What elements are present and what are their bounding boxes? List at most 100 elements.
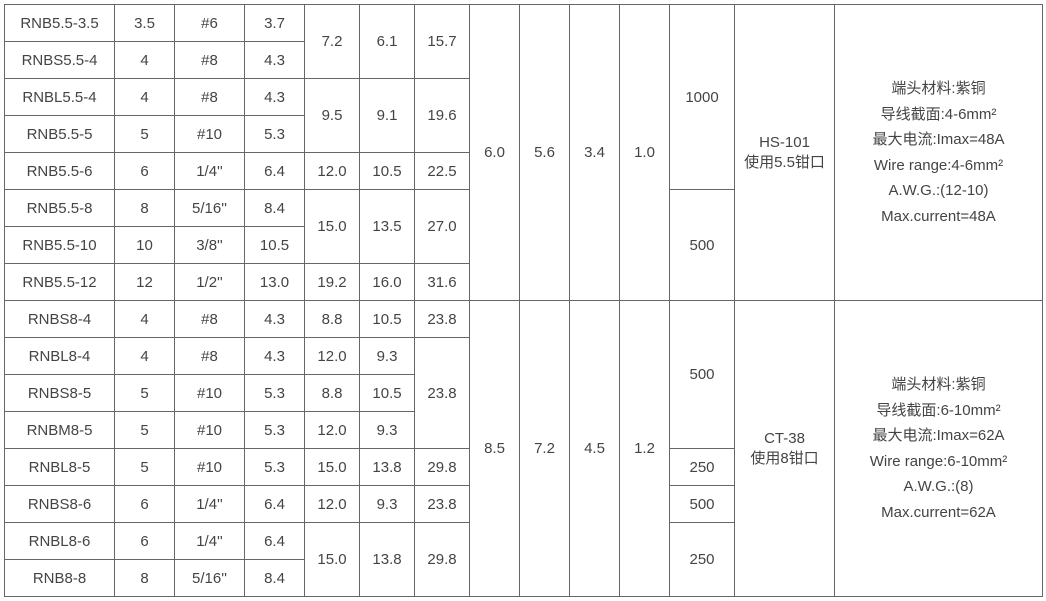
cell: 8.4 [245, 560, 305, 597]
cell: 4.3 [245, 42, 305, 79]
cell: 8.8 [305, 301, 360, 338]
table-row: RNBS8-4 4 #8 4.3 8.8 10.5 23.8 8.5 7.2 4… [5, 301, 1043, 338]
desc-line: 最大电流:Imax=48A [872, 131, 1004, 148]
tool-line2: 使用8钳口 [750, 450, 818, 467]
cell: 4.5 [570, 301, 620, 597]
cell: 6.4 [245, 486, 305, 523]
cell: 31.6 [415, 264, 470, 301]
tool-line1: CT-38 [764, 430, 805, 447]
desc-cell: 端头材料:紫铜 导线截面:4-6mm² 最大电流:Imax=48A Wire r… [835, 5, 1043, 301]
cell: 10.5 [360, 301, 415, 338]
cell: #10 [175, 412, 245, 449]
cell: 5 [115, 412, 175, 449]
model-cell: RNB5.5-8 [5, 190, 115, 227]
cell: 5 [115, 449, 175, 486]
cell: 3.7 [245, 5, 305, 42]
cell: 8.8 [305, 375, 360, 412]
cell: 6 [115, 523, 175, 560]
cell: 5.3 [245, 375, 305, 412]
cell: 12 [115, 264, 175, 301]
cell: 15.7 [415, 5, 470, 79]
desc-cell: 端头材料:紫铜 导线截面:6-10mm² 最大电流:Imax=62A Wire … [835, 301, 1043, 597]
cell: 1/4'' [175, 153, 245, 190]
cell: 13.8 [360, 523, 415, 597]
desc-line: A.W.G.:(8) [903, 478, 973, 495]
model-cell: RNB5.5-3.5 [5, 5, 115, 42]
cell: 6.4 [245, 153, 305, 190]
cell: 3.4 [570, 5, 620, 301]
cell: 19.2 [305, 264, 360, 301]
qty-cell: 250 [670, 523, 735, 597]
cell: 12.0 [305, 412, 360, 449]
cell: 7.2 [305, 5, 360, 79]
model-cell: RNBL5.5-4 [5, 79, 115, 116]
cell: 15.0 [305, 190, 360, 264]
cell: 4 [115, 301, 175, 338]
tool-line2: 使用5.5钳口 [744, 154, 825, 171]
cell: #10 [175, 116, 245, 153]
cell: 15.0 [305, 523, 360, 597]
desc-line: Wire range:6-10mm² [870, 453, 1008, 470]
desc-line: 最大电流:Imax=62A [872, 427, 1004, 444]
cell: 5.6 [520, 5, 570, 301]
cell: 8.4 [245, 190, 305, 227]
desc-line: A.W.G.:(12-10) [888, 182, 988, 199]
cell: 3.5 [115, 5, 175, 42]
cell: 6.1 [360, 5, 415, 79]
cell: 1.0 [620, 5, 670, 301]
cell: 9.3 [360, 338, 415, 375]
cell: 12.0 [305, 153, 360, 190]
cell: 6.4 [245, 523, 305, 560]
cell: 10.5 [245, 227, 305, 264]
cell: #8 [175, 42, 245, 79]
cell: 13.5 [360, 190, 415, 264]
desc-line: 端头材料:紫铜 [891, 80, 985, 97]
cell: 13.0 [245, 264, 305, 301]
cell: 23.8 [415, 338, 470, 449]
cell: 7.2 [520, 301, 570, 597]
cell: 27.0 [415, 190, 470, 264]
cell: 5/16'' [175, 560, 245, 597]
desc-line: Wire range:4-6mm² [874, 157, 1003, 174]
model-cell: RNBS8-4 [5, 301, 115, 338]
cell: 19.6 [415, 79, 470, 153]
model-cell: RNB5.5-5 [5, 116, 115, 153]
cell: 1/2'' [175, 264, 245, 301]
desc-line: Max.current=62A [881, 504, 996, 521]
model-cell: RNB8-8 [5, 560, 115, 597]
cell: 10 [115, 227, 175, 264]
cell: 9.1 [360, 79, 415, 153]
model-cell: RNBS8-5 [5, 375, 115, 412]
model-cell: RNBL8-6 [5, 523, 115, 560]
desc-line: 导线截面:4-6mm² [881, 106, 997, 123]
tool-cell: CT-38 使用8钳口 [735, 301, 835, 597]
model-cell: RNBM8-5 [5, 412, 115, 449]
cell: 9.5 [305, 79, 360, 153]
cell: 12.0 [305, 486, 360, 523]
cell: 5.3 [245, 449, 305, 486]
cell: 16.0 [360, 264, 415, 301]
model-cell: RNB5.5-12 [5, 264, 115, 301]
cell: 23.8 [415, 486, 470, 523]
cell: 4 [115, 79, 175, 116]
desc-line: 端头材料:紫铜 [891, 376, 985, 393]
model-cell: RNBL8-5 [5, 449, 115, 486]
model-cell: RNBL8-4 [5, 338, 115, 375]
cell: 4 [115, 338, 175, 375]
cell: 9.3 [360, 486, 415, 523]
cell: 12.0 [305, 338, 360, 375]
tool-cell: HS-101 使用5.5钳口 [735, 5, 835, 301]
cell: 8 [115, 190, 175, 227]
cell: 15.0 [305, 449, 360, 486]
cell: #8 [175, 79, 245, 116]
cell: 5.3 [245, 116, 305, 153]
cell: 4 [115, 42, 175, 79]
cell: 6.0 [470, 5, 520, 301]
cell: 29.8 [415, 449, 470, 486]
cell: #10 [175, 449, 245, 486]
cell: 23.8 [415, 301, 470, 338]
cell: 29.8 [415, 523, 470, 597]
desc-line: Max.current=48A [881, 208, 996, 225]
cell: 3/8'' [175, 227, 245, 264]
cell: 5 [115, 116, 175, 153]
